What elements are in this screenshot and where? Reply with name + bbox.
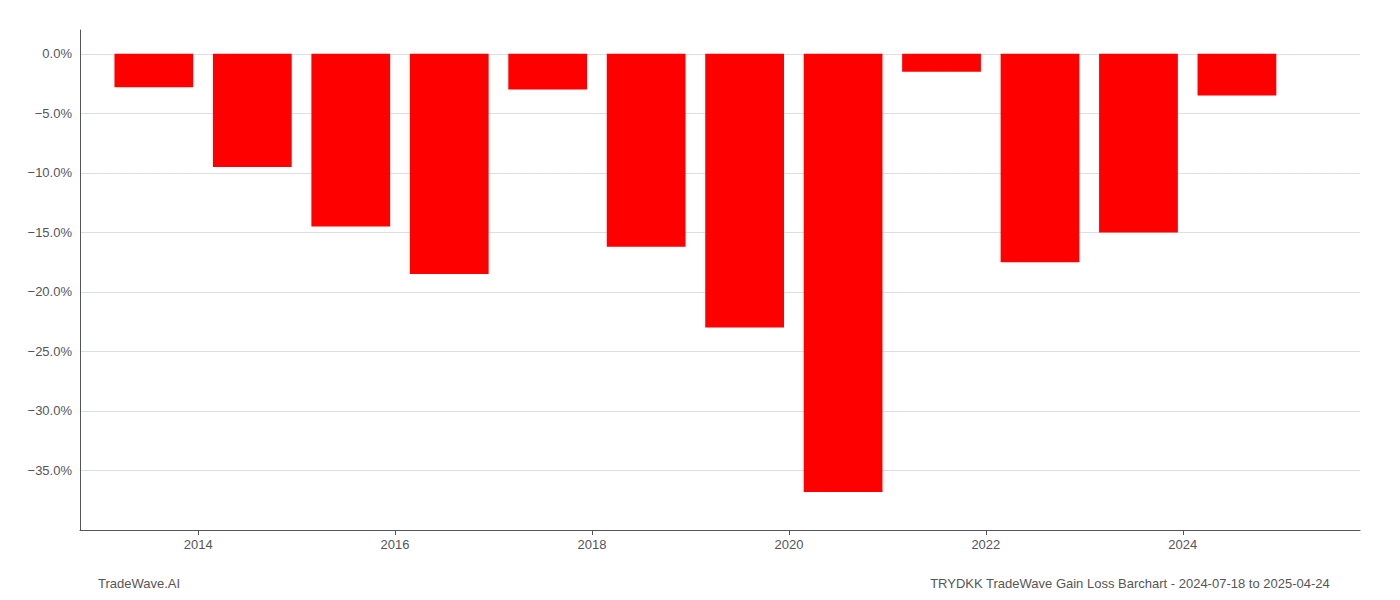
svg-text:2020: 2020 [774,537,803,552]
svg-text:−25.0%: −25.0% [28,344,73,359]
svg-text:2022: 2022 [971,537,1000,552]
svg-text:−5.0%: −5.0% [35,106,73,121]
svg-text:2018: 2018 [578,537,607,552]
svg-text:−30.0%: −30.0% [28,403,73,418]
svg-text:−15.0%: −15.0% [28,225,73,240]
svg-text:−10.0%: −10.0% [28,165,73,180]
svg-text:2024: 2024 [1168,537,1197,552]
svg-text:TradeWave.AI: TradeWave.AI [98,576,180,591]
svg-text:−20.0%: −20.0% [28,284,73,299]
svg-text:2016: 2016 [381,537,410,552]
svg-text:0.0%: 0.0% [42,46,72,61]
svg-text:TRYDKK TradeWave Gain Loss Bar: TRYDKK TradeWave Gain Loss Barchart - 20… [930,576,1330,591]
svg-text:2014: 2014 [184,537,213,552]
svg-text:−35.0%: −35.0% [28,463,73,478]
